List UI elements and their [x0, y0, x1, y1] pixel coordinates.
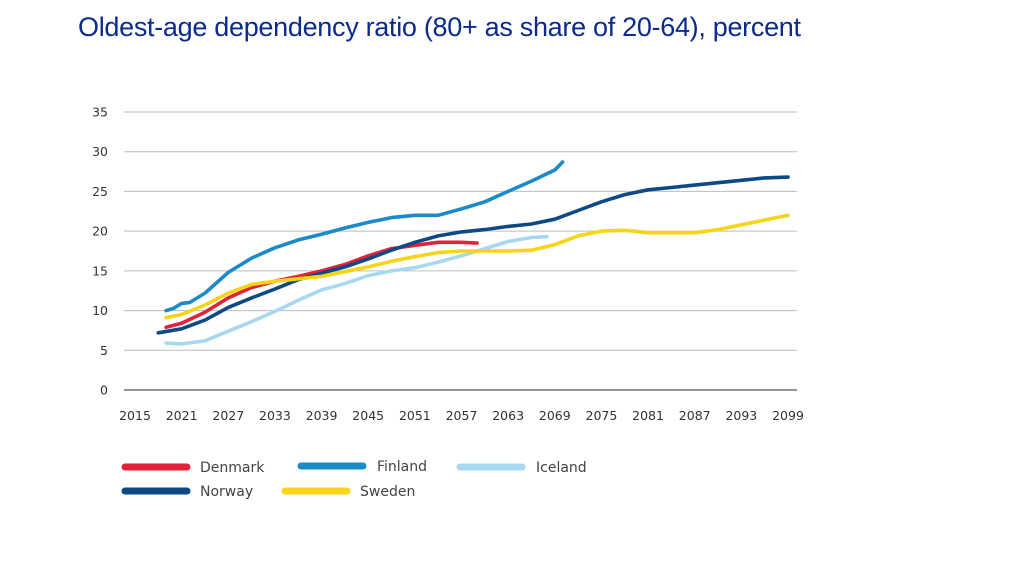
y-tick-label: 0 [100, 383, 108, 398]
x-axis-ticks: 2015 2021 2027 2033 2039 2045 2051 2057 2063 2069… [119, 408, 804, 423]
legend-label-norway: Norway [200, 484, 253, 500]
legend-label-iceland: Iceland [536, 460, 587, 476]
x-tick-label: 2063 [492, 408, 524, 423]
y-tick-label: 5 [100, 343, 108, 358]
x-tick-label: 2057 [446, 408, 478, 423]
series-line-denmark [164, 240, 479, 330]
grid-lines [124, 111, 797, 391]
legend-label-finland: Finland [377, 459, 427, 475]
legend: Denmark Finland Iceland Norway Sweden [121, 459, 587, 500]
x-tick-label: 2099 [772, 408, 804, 423]
y-tick-label: 15 [92, 263, 108, 278]
x-tick-label: 2015 [119, 408, 151, 423]
y-tick-label: 30 [92, 144, 108, 159]
x-tick-label: 2045 [352, 408, 384, 423]
series-lines [156, 160, 790, 346]
x-tick-label: 2021 [166, 408, 198, 423]
x-tick-label: 2087 [679, 408, 711, 423]
x-tick-label: 2075 [586, 408, 618, 423]
y-tick-label: 10 [92, 303, 108, 318]
series-line-sweden [164, 213, 790, 320]
series-line-norway [156, 175, 790, 335]
y-axis-ticks: 0 5 10 15 20 25 30 35 [92, 105, 108, 398]
x-tick-label: 2081 [632, 408, 664, 423]
chart-title: Oldest-age dependency ratio (80+ as shar… [78, 12, 801, 42]
series-line-iceland [164, 234, 549, 346]
x-tick-label: 2069 [539, 408, 571, 423]
y-tick-label: 25 [92, 184, 108, 199]
y-tick-label: 35 [92, 105, 108, 120]
series-line-finland [164, 160, 565, 313]
x-tick-label: 2051 [399, 408, 431, 423]
legend-label-denmark: Denmark [200, 460, 265, 476]
x-tick-label: 2027 [212, 408, 244, 423]
x-tick-label: 2039 [306, 408, 338, 423]
y-tick-label: 20 [92, 224, 108, 239]
x-tick-label: 2033 [259, 408, 291, 423]
x-tick-label: 2093 [725, 408, 757, 423]
legend-label-sweden: Sweden [360, 484, 415, 500]
